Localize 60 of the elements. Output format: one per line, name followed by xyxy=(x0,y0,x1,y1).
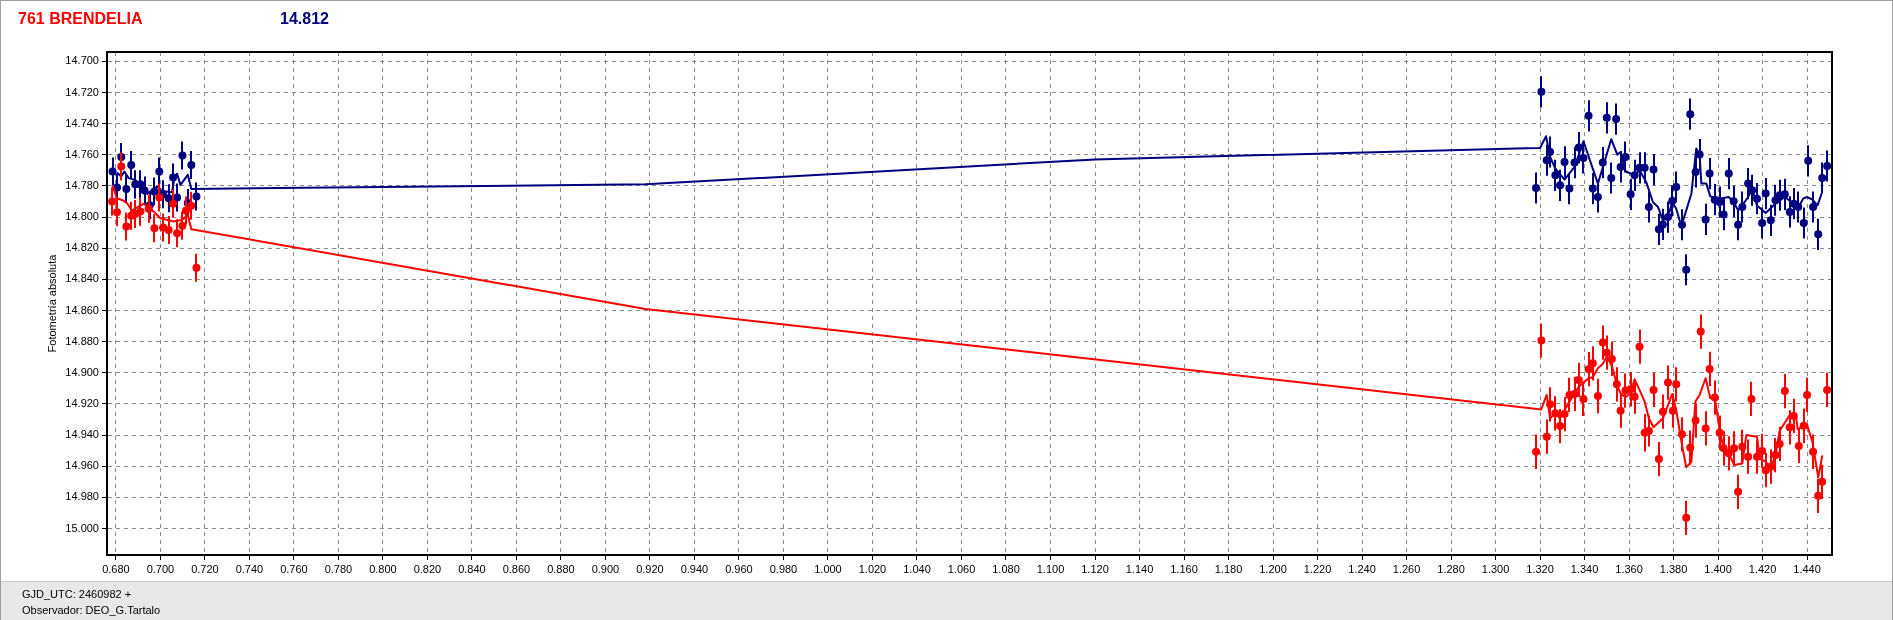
y-tick-label: 14.820 xyxy=(65,241,99,254)
x-tick-label: 0.780 xyxy=(324,562,353,575)
x-tick-label: 1.260 xyxy=(1392,562,1421,575)
x-tick-label: 1.100 xyxy=(1036,562,1065,575)
x-tick-label: 0.720 xyxy=(191,562,219,575)
y-tick-label: 14.880 xyxy=(65,334,99,347)
x-tick-label: 1.020 xyxy=(858,562,887,575)
y-tick-label: 15.000 xyxy=(65,521,99,534)
y-tick-label: 14.760 xyxy=(65,147,99,160)
x-tick-label: 0.760 xyxy=(280,562,308,575)
y-tick-label: 14.800 xyxy=(65,210,99,223)
chart-subtitle: 14.812 xyxy=(280,10,329,28)
x-tick-label: 1.220 xyxy=(1303,562,1332,575)
y-tick-label: 14.980 xyxy=(65,490,99,503)
y-tick-label: 14.780 xyxy=(65,178,99,191)
y-tick-label: 14.900 xyxy=(65,365,99,378)
x-tick-label: 1.380 xyxy=(1659,562,1688,575)
x-tick-label: 0.980 xyxy=(769,562,798,575)
text: Observador: DEO_G.Tartalo xyxy=(22,604,161,617)
x-tick-label: 0.820 xyxy=(413,562,442,575)
x-tick-label: 0.800 xyxy=(369,562,397,575)
x-tick-label: 0.940 xyxy=(680,562,709,575)
x-tick-label: 1.000 xyxy=(814,562,842,575)
x-tick-label: 0.680 xyxy=(102,562,130,575)
y-axis-title: Fotometría absoluta xyxy=(45,253,58,353)
x-tick-label: 1.060 xyxy=(947,562,976,575)
x-tick-label: 1.140 xyxy=(1125,562,1154,575)
x-tick-label: 1.040 xyxy=(903,562,931,575)
x-tick-label: 0.960 xyxy=(725,562,753,575)
y-tick-label: 14.920 xyxy=(65,396,99,409)
text: GJD_UTC: 2460982 + xyxy=(22,588,132,601)
x-tick-label: 1.120 xyxy=(1081,562,1109,575)
x-tick-label: 1.180 xyxy=(1214,562,1243,575)
x-tick-label: 1.420 xyxy=(1748,562,1777,575)
x-tick-label: 1.160 xyxy=(1170,562,1198,575)
x-tick-label: 0.740 xyxy=(235,562,264,575)
y-tick-label: 14.960 xyxy=(65,459,99,472)
x-tick-label: 1.300 xyxy=(1481,562,1510,575)
x-tick-label: 1.340 xyxy=(1570,562,1599,575)
y-tick-label: 14.720 xyxy=(65,85,99,98)
x-tick-label: 0.700 xyxy=(146,562,175,575)
x-tick-label: 1.280 xyxy=(1437,562,1465,575)
x-tick-label: 1.320 xyxy=(1526,562,1554,575)
x-tick-label: 0.920 xyxy=(636,562,664,575)
y-tick-label: 14.940 xyxy=(65,428,99,441)
x-tick-label: 1.400 xyxy=(1704,562,1732,575)
x-tick-label: 0.860 xyxy=(502,562,531,575)
x-tick-label: 0.880 xyxy=(547,562,575,575)
x-tick-label: 0.840 xyxy=(458,562,486,575)
y-tick-label: 14.860 xyxy=(65,303,99,316)
x-tick-label: 1.200 xyxy=(1259,562,1287,575)
x-tick-label: 1.240 xyxy=(1348,562,1376,575)
x-tick-label: 1.360 xyxy=(1615,562,1643,575)
x-tick-label: 1.080 xyxy=(992,562,1020,575)
x-tick-label: 1.440 xyxy=(1793,562,1821,575)
y-tick-label: 14.700 xyxy=(65,54,99,67)
chart-title: 761 BRENDELIA xyxy=(18,10,143,28)
y-tick-label: 14.740 xyxy=(65,116,99,129)
y-tick-label: 14.840 xyxy=(65,272,99,285)
x-tick-label: 0.900 xyxy=(591,562,620,575)
